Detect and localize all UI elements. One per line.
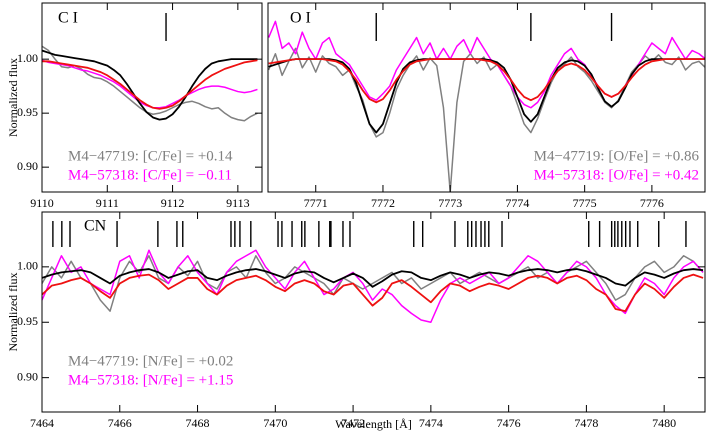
panel: 7771 7772 7773 7774 7775 7776 O I M4−47719: [O/… [267,2,706,210]
spectrum-line [268,58,705,134]
abundance-label: M4−57318: [C/Fe] = −0.11 [68,167,232,183]
y-axis-label: Normalized flux [6,273,20,352]
spectra [268,20,705,192]
x-tick-label: 9111 [96,196,119,210]
x-tick-label: 9113 [226,196,250,210]
x-tick-label: 7773 [438,196,462,210]
panel: 9110 9111 9112 9113 0.90 0.95 1.00 C I M4−47719:… [6,2,263,210]
x-tick-label: 7776 [640,196,664,210]
abundance-label: M4−47719: [N/Fe] = +0.02 [68,353,233,369]
y-axis-label: Normalized flux [6,58,20,137]
x-tick-label: 7466 [108,416,132,430]
abundance-label: M4−57318: [N/Fe] = +1.15 [68,372,233,388]
panel-title: O I [290,10,311,27]
abundance-label: M4−47719: [C/Fe] = +0.14 [68,148,233,164]
abundance-label: M4−57318: [O/Fe] = +0.42 [534,167,699,183]
y-tick-label: 0.90 [17,369,38,383]
plot-frame [41,211,706,413]
spectrum-line [42,59,258,110]
x-tick-label: 7470 [263,416,287,430]
spectrum-line [42,59,258,109]
panel-title: CN [84,218,107,235]
panel: 7464 7466 7468 7470 7472 7474 7476 7478 7480 0.90… [6,211,706,431]
spectrum-line [42,268,704,288]
x-axis-label: Wavelength [Å] [335,417,412,431]
spectra [42,45,258,122]
panel-title: C I [58,10,78,27]
x-tick-label: 9110 [30,196,54,210]
x-tick-label: 7771 [304,196,328,210]
x-tick-label: 9112 [161,196,185,210]
spectrum-line [42,45,258,122]
x-tick-label: 7476 [497,416,521,430]
x-tick-label: 7774 [505,196,529,210]
spectrum-line [42,255,704,312]
y-tick-label: 1.00 [17,51,38,65]
spectrum-line [268,47,705,192]
y-tick-label: 0.95 [17,314,38,328]
x-tick-label: 7772 [371,196,395,210]
x-tick-label: 7480 [652,416,676,430]
plot-frame [41,2,263,193]
x-tick-label: 7468 [186,416,210,430]
spectra [42,249,704,323]
spectrum-line [268,58,705,104]
x-tick-label: 7474 [419,416,443,430]
spectrum-line [42,49,258,121]
x-tick-label: 7472 [341,416,365,430]
y-tick-label: 0.90 [17,159,38,173]
x-tick-label: 7464 [30,416,54,430]
spectrum-line [42,273,704,313]
y-tick-label: 0.95 [17,105,38,119]
x-tick-label: 7478 [574,416,598,430]
abundance-label: M4−47719: [O/Fe] = +0.86 [534,148,700,164]
plot-frame [267,2,706,193]
x-tick-label: 7775 [573,196,597,210]
y-tick-label: 1.00 [17,259,38,273]
